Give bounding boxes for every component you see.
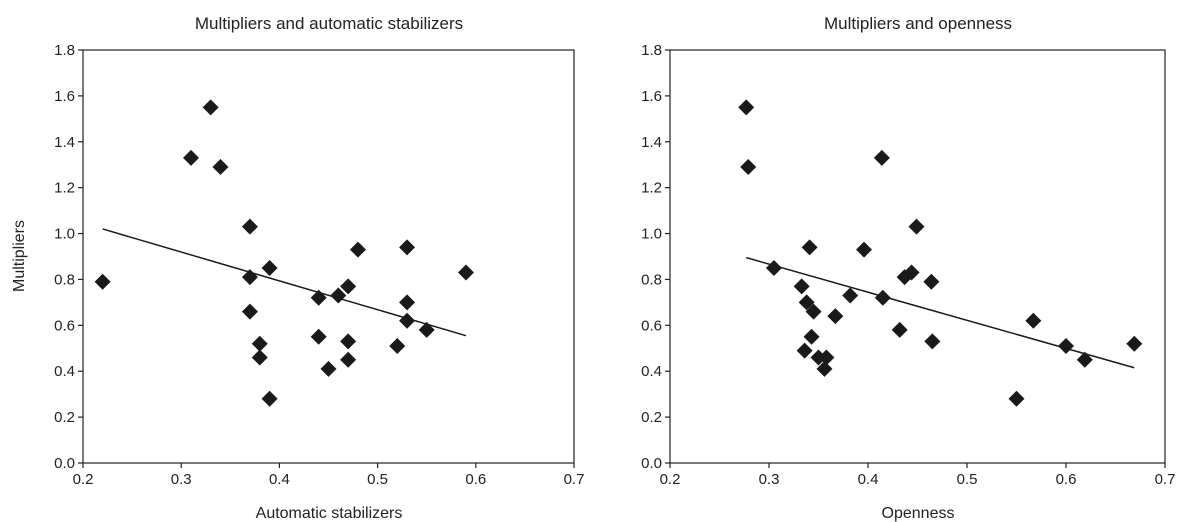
data-point: [320, 360, 337, 377]
data-point: [1025, 312, 1042, 329]
data-point: [827, 308, 844, 325]
x-tick-label: 0.6: [465, 471, 486, 488]
data-point: [818, 349, 835, 366]
data-point: [842, 287, 859, 304]
data-point: [924, 333, 941, 350]
x-tick-label: 0.2: [73, 471, 94, 488]
plot-area: [669, 49, 1166, 464]
data-point: [740, 159, 757, 176]
y-tick-label: 1.0: [54, 226, 75, 243]
data-point: [891, 321, 908, 338]
plot-area: [82, 49, 575, 464]
data-point: [803, 328, 820, 345]
chart-title: Multipliers and openness: [824, 14, 1012, 33]
x-tick-label: 0.5: [957, 471, 978, 488]
y-tick-label: 0.4: [54, 363, 75, 380]
x-tick-label: 0.7: [564, 471, 585, 488]
y-tick-label: 0.2: [54, 409, 75, 426]
data-point: [457, 264, 474, 281]
data-point: [399, 312, 416, 329]
data-point: [251, 349, 268, 366]
data-point: [908, 218, 925, 235]
data-point: [340, 333, 357, 350]
data-point: [241, 303, 258, 320]
y-tick-label: 0.2: [641, 409, 662, 426]
y-tick-label: 1.2: [54, 180, 75, 197]
chart-title: Multipliers and automatic stabilizers: [195, 14, 463, 33]
data-point: [418, 321, 435, 338]
y-tick-label: 0.8: [641, 271, 662, 288]
y-tick-label: 1.8: [54, 42, 75, 59]
y-tick-label: 1.6: [54, 88, 75, 105]
data-point: [251, 335, 268, 352]
y-tick-label: 0.6: [54, 317, 75, 334]
data-point: [349, 241, 366, 258]
data-point: [923, 273, 940, 290]
x-tick-label: 0.4: [858, 471, 879, 488]
data-point: [856, 241, 873, 258]
data-point: [241, 269, 258, 286]
y-tick-label: 1.0: [641, 226, 662, 243]
data-point: [310, 328, 327, 345]
data-point: [1126, 335, 1143, 352]
x-tick-label: 0.3: [171, 471, 192, 488]
data-point: [340, 351, 357, 368]
data-point: [389, 337, 406, 354]
y-tick-label: 0.6: [641, 317, 662, 334]
x-tick-label: 0.7: [1155, 471, 1176, 488]
y-tick-label: 1.2: [641, 180, 662, 197]
data-point: [765, 259, 782, 276]
y-tick-label: 0.8: [54, 271, 75, 288]
x-tick-label: 0.3: [759, 471, 780, 488]
data-point: [1076, 351, 1093, 368]
y-tick-label: 0.0: [641, 455, 662, 472]
y-axis-label: Multipliers: [11, 220, 28, 292]
x-axis-label: Automatic stabilizers: [256, 505, 403, 522]
x-axis-label: Openness: [882, 505, 955, 522]
data-point: [310, 289, 327, 306]
y-tick-label: 0.0: [54, 455, 75, 472]
data-point: [340, 278, 357, 295]
y-tick-label: 0.4: [641, 363, 662, 380]
y-tick-label: 1.4: [54, 134, 75, 151]
data-point: [399, 239, 416, 256]
data-point: [805, 303, 822, 320]
data-point: [330, 287, 347, 304]
data-point: [212, 159, 229, 176]
scatter-chart-openness: Multipliers and openness Openness 0.00.2…: [641, 14, 1175, 522]
y-tick-label: 1.6: [641, 88, 662, 105]
x-tick-label: 0.4: [269, 471, 290, 488]
data-point: [874, 289, 891, 306]
scatter-chart-automatic-stabilizers: Multipliers and automatic stabilizers Mu…: [11, 14, 584, 522]
data-point: [903, 264, 920, 281]
data-point: [796, 342, 813, 359]
data-point: [1008, 390, 1025, 407]
data-point: [94, 273, 111, 290]
data-point: [738, 99, 755, 116]
x-tick-label: 0.2: [660, 471, 681, 488]
y-tick-label: 1.8: [641, 42, 662, 59]
data-point: [261, 259, 278, 276]
data-point: [261, 390, 278, 407]
data-point: [183, 149, 200, 166]
data-point: [816, 360, 833, 377]
data-point: [1058, 337, 1074, 354]
x-tick-label: 0.6: [1056, 471, 1077, 488]
data-point: [798, 294, 815, 311]
data-point: [202, 99, 219, 116]
y-tick-label: 1.4: [641, 134, 662, 151]
data-point: [241, 218, 258, 235]
x-tick-label: 0.5: [367, 471, 388, 488]
data-point: [801, 239, 818, 256]
data-point: [793, 278, 810, 295]
data-point: [399, 294, 416, 311]
data-point: [873, 149, 890, 166]
